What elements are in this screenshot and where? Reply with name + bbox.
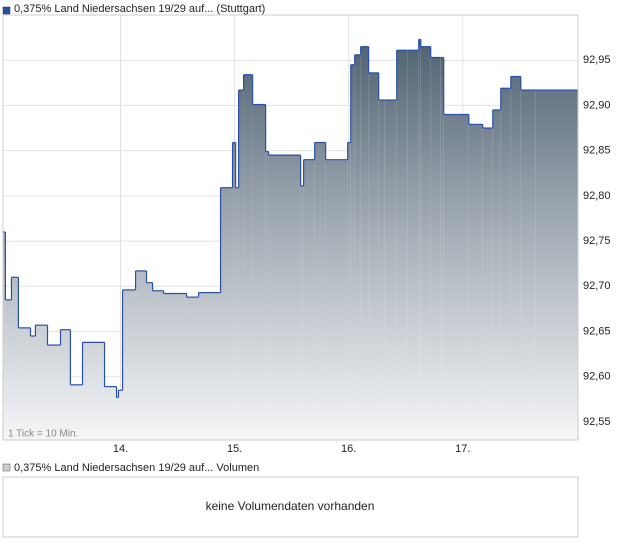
area-step [347,142,351,440]
y-tick-label: 92,70 [583,280,611,292]
volume-message: keine Volumendaten vorhanden [206,499,375,513]
area-step [378,100,385,440]
area-step [492,109,501,440]
area-step [535,90,578,440]
area-step [420,46,431,441]
x-tick-label: 16. [341,443,356,455]
tick-note: 1 Tick = 10 Min. [8,429,78,440]
legend-swatch [2,463,11,472]
x-tick-label: 15. [227,443,242,455]
area-step [303,159,315,440]
plot-area [3,15,578,441]
y-tick-label: 92,85 [583,145,611,157]
area-step [30,336,36,440]
y-tick-label: 92,55 [583,416,611,428]
y-tick-label: 92,75 [583,235,611,247]
area-step [3,232,6,440]
area-step [47,345,61,440]
area-step [238,90,244,440]
x-tick-label: 17. [455,443,470,455]
area [3,39,578,441]
area-step [5,299,12,440]
area-step [122,289,136,440]
area-step [368,72,379,440]
area-step [232,142,236,440]
area-step [243,74,253,441]
area-step [500,88,511,440]
area-step [70,384,83,440]
area-step [354,54,361,441]
area-step [186,297,199,440]
area-step [118,390,123,440]
area-step [252,104,266,441]
area-step [482,128,493,440]
legend-label: 0,375% Land Niedersachsen 19/29 auf... (… [14,3,265,15]
area-step [314,142,326,440]
area-step [360,46,369,441]
legend-swatch [2,6,11,15]
area-step [325,159,348,440]
y-tick-label: 92,65 [583,325,611,337]
area-step [407,50,419,440]
area-step [396,50,408,440]
area-step [82,342,105,440]
y-tick-label: 92,60 [583,371,611,383]
area-step [300,185,304,440]
area-step [265,151,269,441]
plot-frame [2,14,579,441]
area-step [520,90,536,440]
y-tick-label: 92,90 [583,99,611,111]
area-step [60,329,71,440]
area-step [163,293,187,440]
x-tick-label: 14. [113,443,128,455]
area-step [384,100,397,440]
area-step [235,187,239,440]
area-step [443,114,469,441]
volume-panel [2,476,579,538]
area-step [350,64,355,440]
area-step [116,397,119,440]
area-step [146,282,153,440]
area-step [220,187,233,440]
line [3,38,578,399]
area-step [418,39,421,441]
area-step [430,57,441,440]
area-step [268,155,301,440]
area-step [135,270,147,440]
area-step [104,386,117,440]
area-step [152,290,164,440]
area-step [18,327,31,440]
y-tick-label: 92,80 [583,190,611,202]
area-step [440,57,444,440]
area-step [198,292,221,440]
area-step [510,76,521,440]
y-tick-label: 92,95 [583,54,611,66]
area-step [35,325,48,440]
area-step [11,277,19,440]
volume-legend: 0,375% Land Niedersachsen 19/29 auf... V… [14,462,259,474]
area-step [468,124,483,441]
